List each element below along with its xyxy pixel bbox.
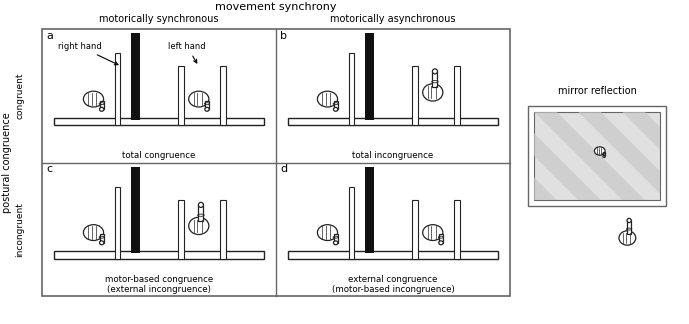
Bar xyxy=(349,187,354,259)
Ellipse shape xyxy=(603,156,605,157)
Bar xyxy=(627,220,631,234)
Bar xyxy=(220,66,226,125)
Bar xyxy=(433,71,438,87)
Bar xyxy=(365,167,374,253)
Ellipse shape xyxy=(433,69,438,74)
Bar xyxy=(114,53,121,125)
Polygon shape xyxy=(534,112,645,200)
Bar xyxy=(333,234,338,243)
Text: incongruent: incongruent xyxy=(15,202,25,257)
Ellipse shape xyxy=(595,147,605,155)
Bar xyxy=(412,66,418,125)
Bar xyxy=(288,118,498,125)
Text: c: c xyxy=(46,165,52,175)
Text: right hand: right hand xyxy=(58,42,118,65)
Ellipse shape xyxy=(627,218,631,223)
Ellipse shape xyxy=(198,202,203,207)
Bar xyxy=(454,200,460,259)
Bar xyxy=(349,53,354,125)
Bar xyxy=(42,29,510,296)
Text: d: d xyxy=(280,165,287,175)
Ellipse shape xyxy=(99,241,104,245)
Ellipse shape xyxy=(422,225,443,240)
Polygon shape xyxy=(666,112,689,200)
Text: left hand: left hand xyxy=(168,42,206,63)
Polygon shape xyxy=(490,112,601,200)
Bar xyxy=(131,167,141,253)
Bar xyxy=(454,66,460,125)
Ellipse shape xyxy=(99,107,104,111)
Text: external congruence
(motor-based incongruence): external congruence (motor-based incongr… xyxy=(331,275,454,294)
Ellipse shape xyxy=(318,91,338,107)
Bar xyxy=(54,118,265,125)
Ellipse shape xyxy=(422,84,443,101)
Bar xyxy=(603,152,605,156)
Bar xyxy=(178,66,183,125)
Text: motorically synchronous: motorically synchronous xyxy=(99,14,218,24)
Bar xyxy=(205,101,209,109)
Ellipse shape xyxy=(205,107,209,111)
Bar xyxy=(114,187,121,259)
Ellipse shape xyxy=(189,91,209,107)
Bar xyxy=(288,251,498,259)
Text: a: a xyxy=(46,31,53,41)
Bar xyxy=(99,234,104,243)
Ellipse shape xyxy=(439,241,443,245)
Text: motorically asynchronous: motorically asynchronous xyxy=(330,14,455,24)
Text: b: b xyxy=(280,31,287,41)
Text: movement synchrony: movement synchrony xyxy=(215,2,337,12)
Bar xyxy=(220,200,226,259)
Bar xyxy=(198,205,203,221)
Bar xyxy=(178,200,183,259)
Bar xyxy=(99,101,104,109)
Polygon shape xyxy=(578,112,689,200)
Ellipse shape xyxy=(83,225,103,240)
Ellipse shape xyxy=(83,91,103,107)
Bar xyxy=(528,106,666,206)
Text: total congruence: total congruence xyxy=(123,152,196,160)
Bar xyxy=(365,33,374,120)
Ellipse shape xyxy=(189,217,209,235)
Bar xyxy=(534,112,660,200)
Ellipse shape xyxy=(619,231,636,245)
Text: congruent: congruent xyxy=(15,73,25,119)
Bar xyxy=(412,200,418,259)
Text: total incongruence: total incongruence xyxy=(352,152,433,160)
Text: motor-based congruence
(external incongruence): motor-based congruence (external incongr… xyxy=(105,275,213,294)
Text: mirror reflection: mirror reflection xyxy=(557,86,637,96)
Ellipse shape xyxy=(318,225,338,240)
Bar xyxy=(131,33,141,120)
Bar xyxy=(54,251,265,259)
Ellipse shape xyxy=(333,107,338,111)
Text: postural congruence: postural congruence xyxy=(2,112,12,213)
Bar xyxy=(333,101,338,109)
Polygon shape xyxy=(622,112,689,200)
Polygon shape xyxy=(446,112,557,200)
Bar xyxy=(439,234,443,243)
Ellipse shape xyxy=(333,241,338,245)
